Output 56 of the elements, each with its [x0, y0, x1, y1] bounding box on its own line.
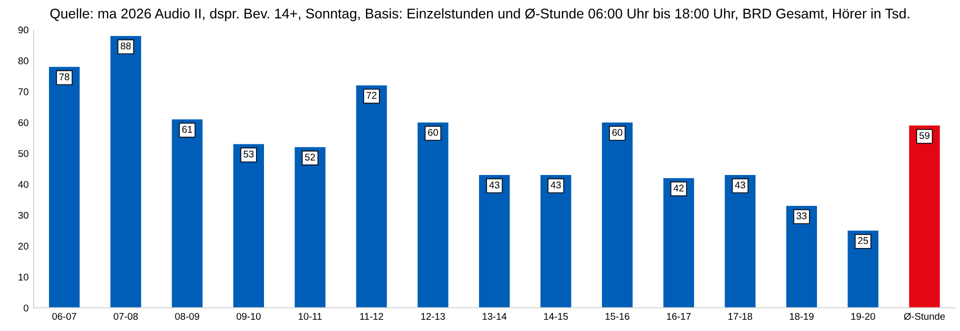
bar [540, 174, 572, 308]
data-label: 25 [858, 237, 868, 244]
bar [602, 122, 633, 308]
data-label: 59 [919, 132, 930, 139]
bar [786, 206, 817, 308]
x-tick-label: 17-18 [728, 312, 752, 320]
y-tick-label: 70 [18, 88, 28, 96]
data-label: 60 [428, 129, 438, 136]
bar [356, 85, 387, 308]
bar [110, 36, 142, 308]
x-tick-label: 06-07 [52, 312, 76, 320]
x-tick-label: 11-12 [360, 312, 384, 320]
x-tick-label: 09-10 [236, 312, 261, 320]
x-tick-label: 19-20 [851, 312, 876, 320]
data-label: 42 [674, 184, 684, 192]
y-tick-label: 20 [18, 242, 28, 250]
x-tick-label: 18-19 [790, 312, 814, 320]
data-label: 43 [489, 182, 500, 188]
data-label: 43 [734, 182, 746, 188]
x-tick-label: 07-08 [114, 312, 138, 320]
y-tick-label: 10 [18, 274, 28, 281]
data-label: 52 [305, 154, 315, 161]
bar [233, 144, 264, 308]
bar [172, 119, 203, 308]
data-label: 72 [366, 92, 376, 99]
x-tick-label: 16-17 [667, 312, 691, 320]
x-tick-label: 13-14 [482, 312, 507, 320]
bar [724, 174, 756, 308]
y-tick-label: 90 [18, 26, 28, 34]
bar [48, 66, 80, 308]
data-label: 61 [182, 126, 192, 133]
data-label: 60 [612, 129, 622, 136]
y-tick-label: 50 [18, 150, 28, 157]
x-tick-label: 12-13 [421, 312, 445, 320]
data-label: 33 [796, 212, 807, 220]
bar [663, 178, 694, 308]
y-tick-label: 0 [24, 304, 28, 312]
x-tick-label: 15-16 [606, 312, 630, 320]
x-tick-label: Ø-Stunde [904, 312, 945, 320]
data-label: 78 [59, 73, 70, 80]
x-tick-label: 08-09 [175, 312, 200, 320]
x-tick-label: 14-15 [544, 313, 568, 320]
y-tick-label: 40 [18, 180, 28, 188]
y-tick-label: 80 [18, 57, 28, 64]
data-label: 88 [120, 42, 131, 50]
data-label: 43 [550, 182, 561, 188]
bar [479, 174, 510, 308]
chart-title: Quelle: ma 2026 Audio II, dspr. Bev. 14+, Sonntag, Basis: Einzelstunden und Ø-Stunde 06:00 Uhr bis 18:00 Uhr, BRD Gesamt, Hörer in Tsd. [50, 8, 910, 22]
bar [418, 122, 448, 308]
data-label: 53 [244, 150, 254, 158]
bar [294, 147, 326, 308]
y-tick-label: 60 [18, 119, 28, 126]
bar [909, 126, 940, 308]
bar [848, 230, 878, 308]
y-tick-label: 30 [18, 212, 28, 219]
x-tick-label: 10-11 [298, 312, 322, 320]
